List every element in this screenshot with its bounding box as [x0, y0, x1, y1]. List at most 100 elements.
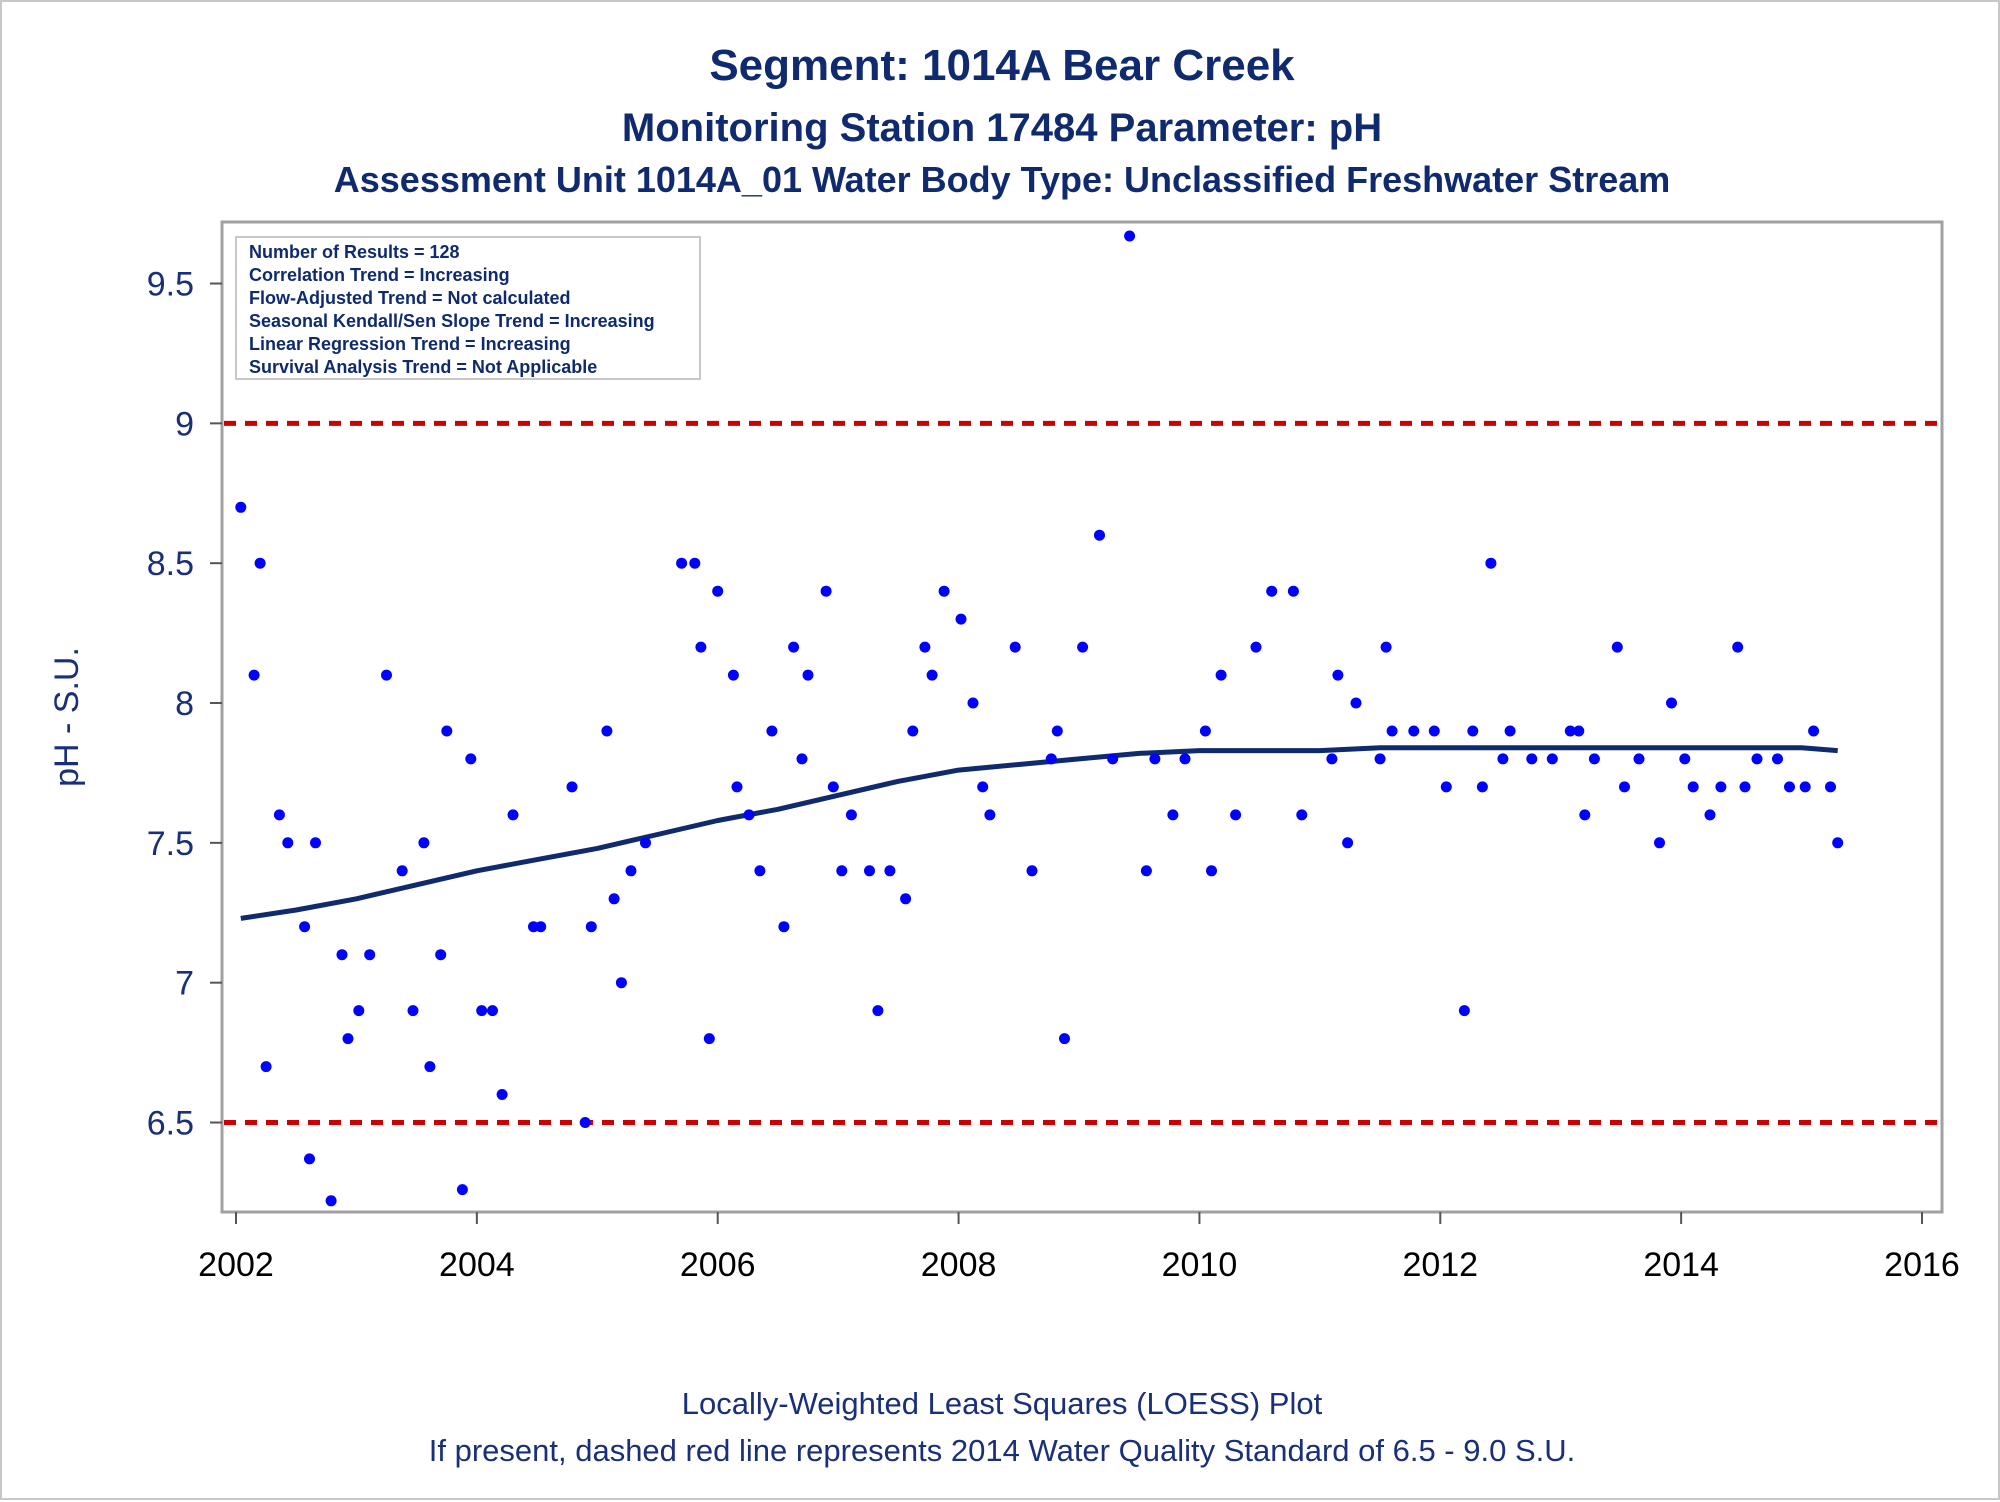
data-point	[615, 977, 627, 989]
data-point	[1732, 641, 1744, 653]
data-point	[967, 697, 979, 709]
data-point	[802, 669, 814, 681]
data-point	[695, 641, 707, 653]
data-point	[766, 725, 778, 737]
data-point	[845, 809, 857, 821]
data-point	[424, 1061, 436, 1073]
data-point	[407, 1005, 419, 1017]
data-point	[1611, 641, 1623, 653]
data-point	[1428, 725, 1440, 737]
data-point	[260, 1061, 272, 1073]
stats-line-results: Number of Results = 128	[249, 242, 460, 262]
stats-line-survival-analysis: Survival Analysis Trend = Not Applicable	[249, 357, 597, 377]
data-point	[1140, 865, 1152, 877]
data-point	[1059, 1033, 1070, 1045]
data-point	[1808, 725, 1820, 737]
data-point	[418, 837, 430, 849]
data-point	[743, 809, 755, 821]
data-point	[325, 1195, 337, 1207]
stats-line-correlation: Correlation Trend = Increasing	[249, 265, 510, 285]
data-point	[1751, 753, 1763, 765]
data-point	[796, 753, 808, 765]
data-point	[712, 585, 724, 597]
data-point	[938, 585, 950, 597]
data-point	[676, 557, 688, 569]
x-tick-label: 2002	[198, 1246, 274, 1284]
data-point	[625, 865, 637, 877]
data-point	[1633, 753, 1645, 765]
y-tick-label: 7.5	[147, 825, 194, 863]
footnote-loess: Locally-Weighted Least Squares (LOESS) P…	[682, 1386, 1323, 1421]
data-point	[1167, 809, 1179, 821]
data-point	[1179, 753, 1191, 765]
y-tick-label: 7	[175, 965, 194, 1003]
data-point	[254, 557, 266, 569]
data-point	[1250, 641, 1262, 653]
plot-area	[220, 220, 1944, 1214]
reference-lines	[224, 420, 1940, 1126]
data-point	[487, 1005, 498, 1017]
data-point	[836, 865, 848, 877]
data-point	[1546, 753, 1558, 765]
data-point	[1497, 753, 1509, 765]
data-point	[1287, 585, 1299, 597]
data-point	[1504, 725, 1516, 737]
data-point	[1458, 1005, 1470, 1017]
data-point	[926, 669, 938, 681]
data-point	[1739, 781, 1751, 793]
y-tick-label: 8.5	[147, 545, 194, 583]
data-point	[703, 1033, 715, 1045]
data-point	[342, 1033, 354, 1045]
data-point	[1051, 725, 1063, 737]
data-point	[336, 949, 348, 961]
data-point	[1296, 809, 1308, 821]
data-point	[496, 1089, 508, 1100]
data-point	[1009, 641, 1021, 653]
data-point	[1654, 837, 1665, 849]
x-axis: 2002 2004 2006 2008 2010 2012 2014 2016	[198, 1212, 1960, 1284]
data-point	[1380, 641, 1392, 653]
data-point	[1326, 753, 1338, 765]
x-tick-label: 2012	[1402, 1246, 1478, 1284]
data-point	[1374, 753, 1386, 765]
data-point	[884, 865, 896, 877]
stats-line-linear-regression: Linear Regression Trend = Increasing	[249, 334, 571, 354]
data-point	[304, 1153, 315, 1165]
chart-subtitle-station: Monitoring Station 17484 Parameter: pH	[622, 106, 1382, 150]
y-tick-label: 9.5	[147, 266, 194, 304]
data-point	[1564, 725, 1576, 737]
data-point	[907, 725, 919, 737]
data-point	[900, 893, 912, 905]
data-point	[1476, 781, 1488, 793]
data-point	[608, 893, 620, 905]
x-tick-label: 2008	[921, 1246, 997, 1284]
data-point	[585, 921, 597, 933]
data-point	[778, 921, 790, 933]
data-point	[1687, 781, 1699, 793]
stats-line-seasonal-kendall: Seasonal Kendall/Sen Slope Trend = Incre…	[249, 311, 655, 331]
data-point	[1704, 809, 1716, 821]
data-point	[754, 865, 766, 877]
data-point	[1408, 725, 1420, 737]
data-point	[1206, 865, 1217, 877]
data-point	[381, 669, 392, 681]
data-point	[248, 669, 260, 681]
data-point	[820, 585, 832, 597]
data-point	[1467, 725, 1479, 737]
data-point	[1579, 809, 1591, 821]
data-point	[1107, 753, 1119, 765]
data-point	[689, 557, 701, 569]
data-point	[1526, 753, 1538, 765]
data-point	[864, 865, 875, 877]
data-point	[601, 725, 613, 737]
data-point	[1619, 781, 1630, 793]
data-point	[1588, 753, 1600, 765]
data-point	[310, 837, 321, 849]
data-point	[441, 725, 453, 737]
data-point	[640, 837, 651, 849]
data-point	[1045, 753, 1057, 765]
data-point	[476, 1005, 488, 1017]
data-point	[1784, 781, 1795, 793]
